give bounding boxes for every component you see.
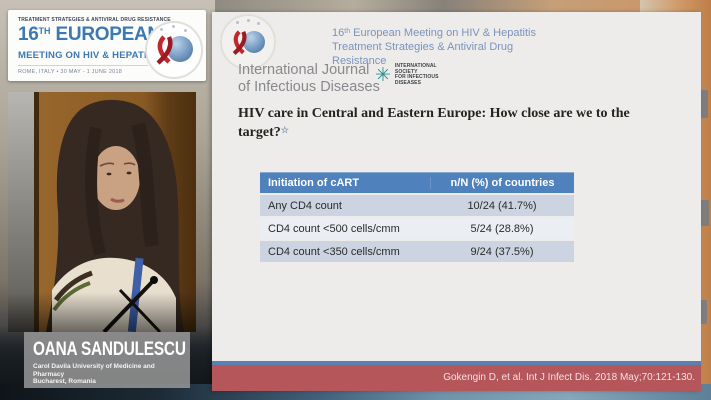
table-cell: 10/24 (41.7%) <box>467 199 537 212</box>
isid-logo: ✳ INTERNATIONAL SOCIETY FOR INFECTIOUS D… <box>375 63 439 86</box>
journal-name: International Journal of Infectious Dise… <box>238 62 380 95</box>
table-header-cell: n/N (%) of countries <box>430 177 574 189</box>
isid-virus-icon: ✳ <box>375 64 391 86</box>
banner-title: 16TH EUROPEAN <box>18 24 161 45</box>
speaker-portrait <box>8 92 196 332</box>
table-cell: 5/24 (28.8%) <box>470 222 534 235</box>
table-cell: 9/24 (37.5%) <box>470 245 534 258</box>
banner-title-sup: TH <box>38 26 51 36</box>
background-photo-top <box>215 0 711 14</box>
citation-text: Gokengin D, et al. Int J Infect Dis. 201… <box>443 372 695 383</box>
paper-title: HIV care in Central and Eastern Europe: … <box>238 106 630 140</box>
banner-divider <box>18 65 148 66</box>
banner-venue: ROME, ITALY • 30 MAY - 1 JUNE 2018 <box>18 69 123 75</box>
speaker-name: OANA SANDULESCU <box>33 339 186 360</box>
slide-ribbon-logo <box>220 14 276 70</box>
speaker-video[interactable] <box>8 92 196 332</box>
table-row: Any CD4 count 10/24 (41.7%) <box>260 195 574 216</box>
red-ribbon-icon <box>156 35 173 65</box>
banner-tagline: TREATMENT STRATEGIES & ANTIVIRAL DRUG RE… <box>18 17 171 23</box>
table-row: CD4 count <500 cells/cmm 5/24 (28.8%) <box>260 218 574 239</box>
cart-initiation-table: Initiation of cART n/N (%) of countries … <box>260 172 574 262</box>
table-cell: Any CD4 count <box>268 199 342 212</box>
presentation-slide: 16th European Meeting on HIV & Hepatitis… <box>212 12 701 391</box>
table-header-cell: Initiation of cART <box>268 177 360 189</box>
speaker-affiliation: Carol Davila University of Medicine and … <box>33 363 155 385</box>
star-icon: ☆ <box>280 125 289 135</box>
banner-subtitle: MEETING ON HIV & HEPATITIS <box>18 50 163 61</box>
red-ribbon-icon <box>232 30 247 56</box>
table-header-row: Initiation of cART n/N (%) of countries <box>260 172 574 193</box>
citation-bar: Gokengin D, et al. Int J Infect Dis. 201… <box>212 365 701 391</box>
table-cell: CD4 count <500 cells/cmm <box>268 222 400 235</box>
banner-ribbon-logo <box>145 21 203 79</box>
table-row: CD4 count <350 cells/cmm 9/24 (37.5%) <box>260 241 574 262</box>
table-cell: CD4 count <350 cells/cmm <box>268 245 400 258</box>
slide-meeting-header: 16th European Meeting on HIV & Hepatitis… <box>332 27 536 67</box>
divider-bar <box>212 361 701 365</box>
isid-logo-text: INTERNATIONAL SOCIETY FOR INFECTIOUS DIS… <box>394 63 439 86</box>
conference-banner: TREATMENT STRATEGIES & ANTIVIRAL DRUG RE… <box>8 10 206 81</box>
globe-icon <box>243 31 265 53</box>
speaker-nameplate: OANA SANDULESCU Carol Davila University … <box>24 332 190 388</box>
